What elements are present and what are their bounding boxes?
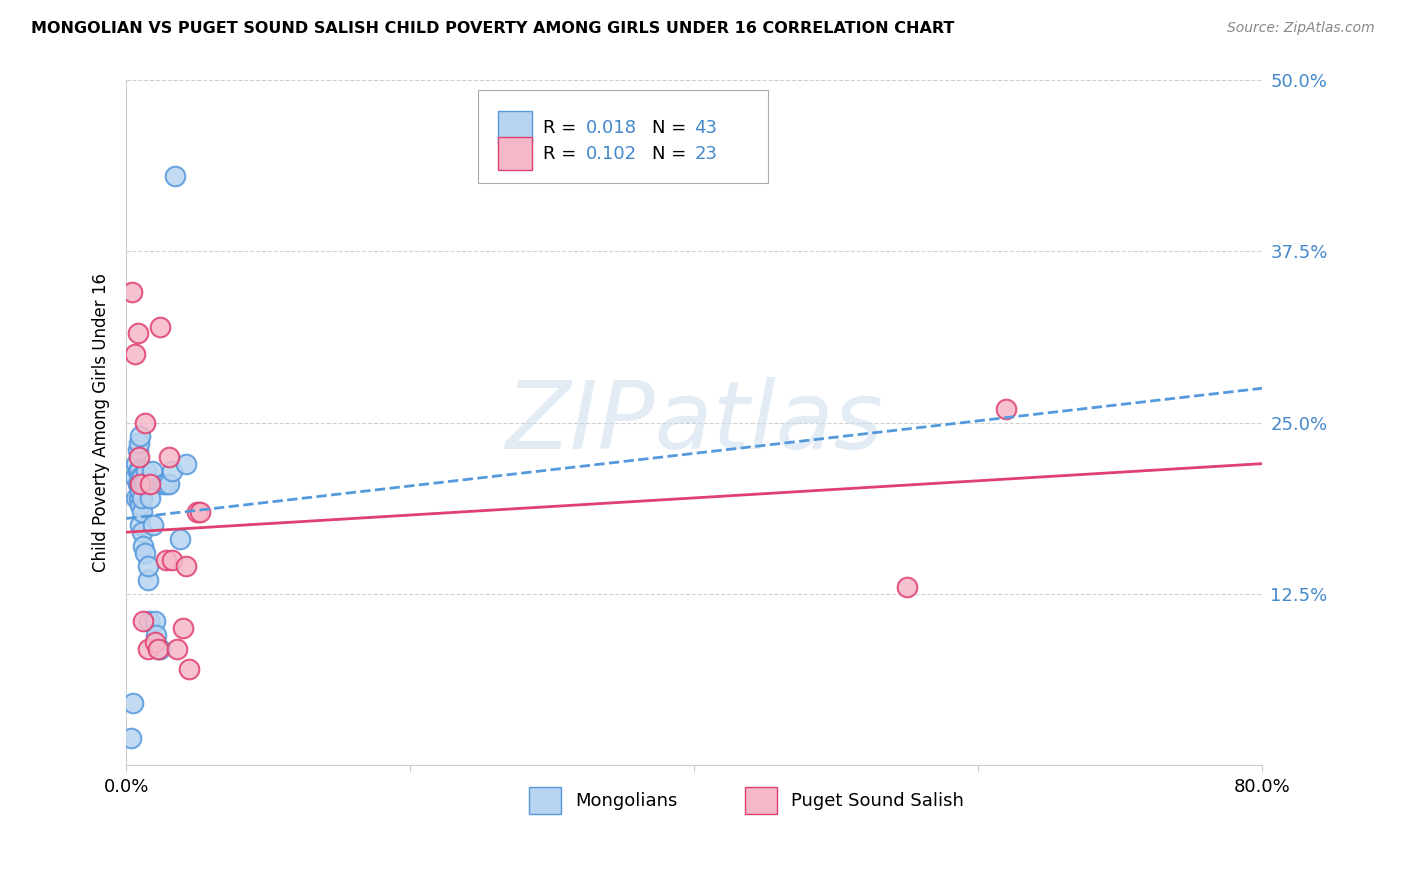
Point bbox=[125, 491, 148, 505]
Point bbox=[131, 491, 153, 505]
Point bbox=[128, 477, 150, 491]
Point bbox=[188, 505, 211, 519]
Point bbox=[131, 525, 153, 540]
Point bbox=[124, 470, 146, 484]
Bar bbox=[745, 787, 778, 814]
Point bbox=[129, 498, 152, 512]
FancyBboxPatch shape bbox=[478, 90, 768, 183]
Point bbox=[169, 532, 191, 546]
Text: 0.102: 0.102 bbox=[586, 145, 637, 162]
Point bbox=[155, 552, 177, 566]
Point bbox=[138, 614, 160, 628]
Point bbox=[174, 457, 197, 471]
Text: R =: R = bbox=[543, 119, 582, 137]
Point bbox=[995, 401, 1018, 416]
Text: Puget Sound Salish: Puget Sound Salish bbox=[790, 792, 963, 810]
Point bbox=[186, 505, 208, 519]
Text: 43: 43 bbox=[695, 119, 717, 137]
Point bbox=[128, 491, 150, 505]
Point bbox=[136, 559, 159, 574]
Point bbox=[152, 477, 174, 491]
Text: Mongolians: Mongolians bbox=[575, 792, 678, 810]
Y-axis label: Child Poverty Among Girls Under 16: Child Poverty Among Girls Under 16 bbox=[93, 273, 110, 572]
Point bbox=[157, 450, 180, 464]
Point bbox=[143, 634, 166, 648]
Text: N =: N = bbox=[652, 145, 692, 162]
Point bbox=[142, 518, 165, 533]
Point bbox=[128, 450, 150, 464]
Point bbox=[155, 477, 177, 491]
Point bbox=[120, 731, 142, 745]
Point bbox=[121, 285, 143, 300]
Point bbox=[129, 477, 152, 491]
Point bbox=[131, 505, 153, 519]
Bar bbox=[498, 112, 531, 145]
Point bbox=[157, 477, 180, 491]
Point bbox=[127, 463, 149, 477]
Text: 0.018: 0.018 bbox=[586, 119, 637, 137]
Text: N =: N = bbox=[652, 119, 692, 137]
Point bbox=[124, 347, 146, 361]
Text: MONGOLIAN VS PUGET SOUND SALISH CHILD POVERTY AMONG GIRLS UNDER 16 CORRELATION C: MONGOLIAN VS PUGET SOUND SALISH CHILD PO… bbox=[31, 21, 955, 36]
Text: Source: ZipAtlas.com: Source: ZipAtlas.com bbox=[1227, 21, 1375, 35]
Point bbox=[129, 429, 152, 443]
Point bbox=[129, 518, 152, 533]
Bar bbox=[498, 137, 531, 170]
Point bbox=[132, 539, 155, 553]
Point bbox=[125, 457, 148, 471]
Point bbox=[163, 169, 186, 183]
Point bbox=[134, 546, 156, 560]
Point bbox=[139, 477, 162, 491]
Point bbox=[149, 641, 172, 656]
Point bbox=[122, 697, 145, 711]
Point bbox=[136, 573, 159, 587]
Point bbox=[172, 621, 194, 635]
Point bbox=[166, 641, 188, 656]
Point bbox=[128, 436, 150, 450]
Point bbox=[896, 580, 918, 594]
Point bbox=[132, 614, 155, 628]
Point bbox=[174, 559, 197, 574]
Point bbox=[134, 477, 156, 491]
Point bbox=[131, 470, 153, 484]
Point bbox=[141, 463, 163, 477]
Point bbox=[128, 463, 150, 477]
Point bbox=[160, 552, 183, 566]
Text: R =: R = bbox=[543, 145, 582, 162]
Point bbox=[160, 463, 183, 477]
Point bbox=[129, 484, 152, 499]
Text: ZIPatlas: ZIPatlas bbox=[505, 377, 883, 468]
Text: 23: 23 bbox=[695, 145, 717, 162]
Point bbox=[177, 662, 200, 676]
Point bbox=[149, 319, 172, 334]
Point bbox=[134, 416, 156, 430]
Point bbox=[143, 614, 166, 628]
Point bbox=[146, 641, 169, 656]
Point bbox=[127, 442, 149, 457]
Point bbox=[145, 628, 167, 642]
Point bbox=[132, 477, 155, 491]
Point bbox=[146, 641, 169, 656]
Point bbox=[135, 463, 157, 477]
Point bbox=[136, 641, 159, 656]
Point bbox=[127, 326, 149, 341]
Point bbox=[139, 491, 162, 505]
Point bbox=[129, 470, 152, 484]
Point bbox=[127, 477, 149, 491]
Bar bbox=[530, 787, 561, 814]
